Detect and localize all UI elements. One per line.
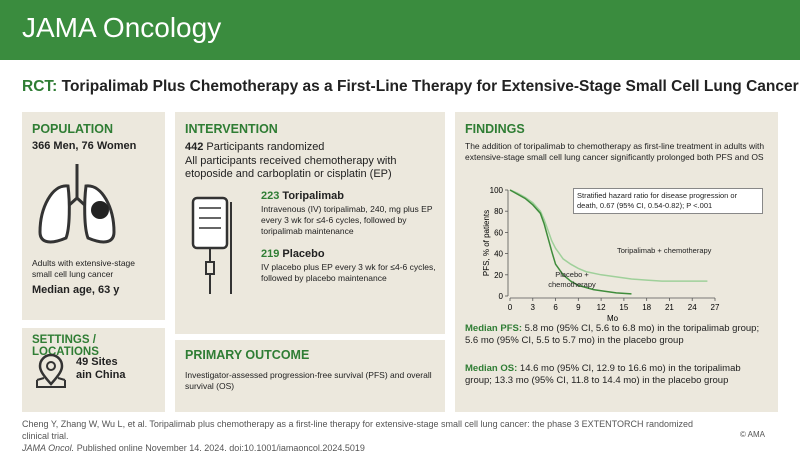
y-tick-label: 100 [490,186,504,195]
citation-text: Cheng Y, Zhang W, Wu L, et al. Toripalim… [22,419,693,441]
journal-name: JAMA Oncology [22,12,222,43]
annotation: Stratified hazard ratio for disease prog… [573,188,763,214]
result-text: 5.8 mo (95% CI, 5.6 to 6.8 mo) in the to… [465,323,760,346]
age: Median age, 63 y [32,284,120,296]
intervention-panel: INTERVENTION 442 Participants randomized… [175,112,445,334]
series-label-box: Toripalimab + chemotherapy [617,246,712,255]
arm-description: IV placebo plus EP every 3 wk for ≤4-6 c… [261,262,436,283]
km-curve [509,189,708,282]
x-tick-label: 18 [642,303,651,312]
title-label: RCT: [22,78,58,95]
x-tick-label: 0 [508,303,513,312]
series-label: Toripalimab + chemotherapy [617,246,712,255]
result-label: Median OS: [465,363,518,374]
y-tick-label: 20 [494,271,503,280]
result: Median PFS: 5.8 mo (95% CI, 5.6 to 6.8 m… [465,323,770,346]
counts: 366 Men, 76 Women [32,140,137,152]
iv-bag-icon [191,196,232,294]
heading: SETTINGS / LOCATIONS [32,334,99,358]
y-tick-label: 40 [494,250,503,259]
y-tick-label: 0 [499,292,504,301]
randomized-count: 442 [185,141,204,153]
x-tick-label: 6 [553,303,558,312]
series-label: Placebo + chemotherapy [548,270,596,289]
lungs-icon [38,164,116,244]
series-label-box: Placebo + chemotherapy [548,270,596,289]
arm-name: Toripalimab [282,190,344,202]
findings-panel: FINDINGS The addition of toripalimab to … [455,112,778,412]
arm-title: 223 Toripalimab [261,190,344,202]
randomized: 442 Participants randomized [185,141,324,153]
chemo: All participants received chemotherapy w… [185,155,397,180]
title-text: Toripalimab Plus Chemotherapy as a First… [61,78,799,95]
x-tick-label: 3 [531,303,536,312]
arm-title: 219 Placebo [261,248,325,260]
arm-description: Intravenous (IV) toripalimab, 240, mg pl… [261,204,433,236]
arm-count: 219 [261,248,280,260]
x-tick-label: 21 [665,303,674,312]
annotation-box: Stratified hazard ratio for disease prog… [573,188,763,214]
heading: PRIMARY OUTCOME [185,348,310,362]
pin-icon [36,354,66,388]
citation-details: Published online November 14, 2024. doi:… [76,443,365,451]
sites: 49 Sites ain China [76,356,126,381]
heading: INTERVENTION [185,122,278,136]
outcome-panel: PRIMARY OUTCOME Investigator-assessed pr… [175,340,445,412]
arm-count: 223 [261,190,280,202]
randomized-text: Participants randomized [206,141,325,153]
copyright: © AMA [740,430,766,439]
result-label: Median PFS: [465,323,523,334]
population-panel: POPULATION 366 Men, 76 Women Adults with… [22,112,165,320]
x-tick-label: 9 [576,303,581,312]
citation-journal: JAMA Oncol. [22,443,75,451]
x-tick-label: 15 [619,303,628,312]
outcome-text: Investigator-assessed progression-free s… [185,370,432,391]
y-tick-label: 60 [494,228,503,237]
settings-panel: SETTINGS / LOCATIONS 49 Sites ain China [22,328,165,412]
km-chart: 0 20 40 60 80 100 0 3 6 9 12 15 18 21 24 27 Mo PFS, % of … [482,186,763,323]
x-tick-label: 12 [597,303,606,312]
x-label: Mo [607,314,619,323]
result-text: 14.6 mo (95% CI, 12.9 to 16.6 mo) in the… [465,363,741,386]
title: RCT: Toripalimab Plus Chemotherapy as a … [22,78,799,96]
summary: The addition of toripalimab to chemother… [465,141,765,162]
heading: FINDINGS [465,122,525,136]
y-tick-label: 80 [494,207,503,216]
heading: POPULATION [32,122,114,136]
citation: Cheng Y, Zhang W, Wu L, et al. Toripalim… [22,418,722,451]
arm-name: Placebo [282,248,325,260]
y-label: PFS, % of patients [482,210,491,276]
result: Median OS: 14.6 mo (95% CI, 12.9 to 16.6… [465,363,770,386]
x-tick-label: 24 [688,303,697,312]
x-tick-label: 27 [711,303,720,312]
km-curve [509,189,632,295]
header-band: JAMA Oncology [0,0,800,60]
description: Adults with extensive-stage small cell l… [32,258,135,279]
